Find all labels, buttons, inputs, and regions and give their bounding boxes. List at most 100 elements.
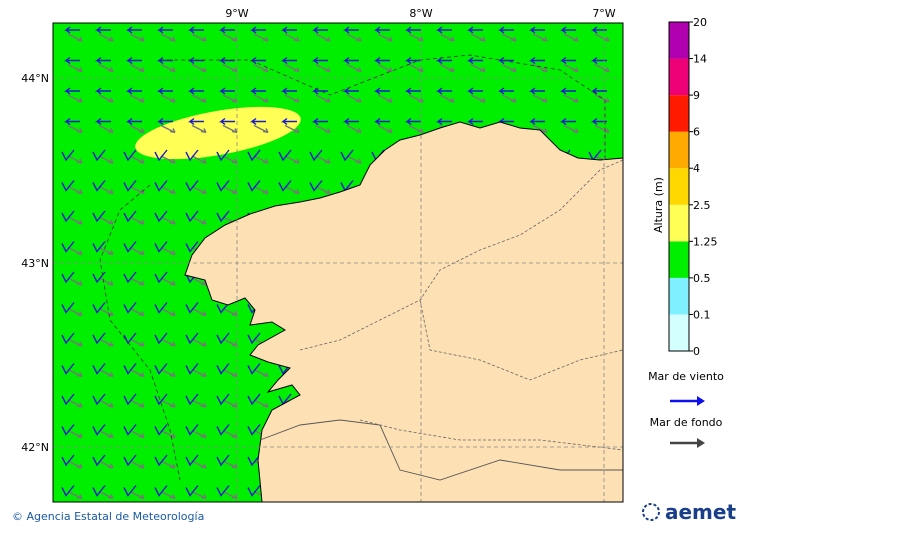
- wind-arrow: [92, 149, 106, 162]
- wind-arrow: [154, 332, 168, 345]
- swell-arrow: [160, 490, 176, 500]
- wind-arrow: [63, 87, 80, 95]
- swell-arrow: [470, 33, 486, 42]
- wind-arrow: [435, 26, 452, 34]
- swell-arrow: [470, 63, 486, 73]
- wind-arrow: [590, 56, 607, 65]
- wind-arrow: [154, 241, 168, 253]
- wind-arrow: [123, 424, 137, 436]
- wind-arrow: [125, 56, 142, 65]
- wind-arrow: [94, 56, 111, 65]
- swell-arrow: [191, 429, 207, 439]
- swell-arrow: [532, 33, 548, 42]
- legend-wind-sea: Mar de viento: [648, 370, 724, 383]
- wind-arrow: [216, 302, 230, 314]
- map-frame: [52, 22, 624, 503]
- swell-arrow: [191, 490, 207, 500]
- wind-arrow: [404, 56, 421, 65]
- border: [259, 419, 623, 481]
- wind-arrow: [92, 485, 106, 497]
- wind-arrow: [528, 117, 545, 126]
- swell-arrow: [67, 277, 83, 286]
- swell-arrow: [377, 33, 393, 42]
- swell-arrow: [67, 490, 83, 500]
- swell-arrow: [67, 216, 83, 225]
- swell-arrow: [129, 33, 145, 42]
- colorbar-segment: [669, 58, 689, 96]
- swell-arrow: [67, 155, 83, 164]
- swell-arrow: [253, 368, 269, 378]
- swell-arrow: [284, 33, 300, 42]
- wind-arrow: [373, 56, 390, 65]
- swell-arrow: [501, 63, 517, 73]
- wind-arrow: [435, 56, 452, 65]
- wind-arrow: [528, 56, 545, 65]
- swell-arrow: [160, 63, 176, 73]
- wind-arrow: [247, 454, 261, 467]
- wind-arrow: [94, 26, 111, 34]
- wind-arrow: [311, 56, 328, 65]
- swell-arrow: [346, 155, 362, 164]
- wind-arrow: [590, 87, 607, 95]
- colorbar-segment: [669, 277, 689, 315]
- swell-arrow: [67, 307, 83, 317]
- swell-arrow: [129, 155, 145, 164]
- wind-arrow: [154, 363, 168, 375]
- swell-arrow: [563, 33, 579, 42]
- wind-arrow: [528, 26, 545, 34]
- swell-arrow: [67, 33, 83, 42]
- wind-arrow: [154, 424, 168, 436]
- land: [184, 121, 623, 502]
- swell-arrow: [67, 124, 83, 134]
- wind-arrow: [61, 241, 75, 253]
- wind-arrow: [125, 117, 142, 126]
- wind-arrow: [342, 87, 359, 95]
- swell-arrow: [253, 399, 269, 408]
- wind-arrow: [311, 117, 328, 126]
- swell-arrow: [222, 399, 238, 408]
- legend-swell-arrowhead: [697, 438, 705, 448]
- swell-arrow: [377, 124, 393, 134]
- wind-arrow: [123, 241, 137, 253]
- wind-arrow: [61, 485, 75, 497]
- wind-arrow: [435, 117, 452, 126]
- wind-arrow: [123, 302, 137, 314]
- colorbar-label: 9: [693, 89, 700, 102]
- swell-arrow: [67, 429, 83, 439]
- swell-arrow: [594, 124, 610, 134]
- swell-arrow: [315, 33, 331, 42]
- wind-arrow: [466, 87, 483, 95]
- swell-arrow: [191, 185, 207, 195]
- wind-arrow: [185, 454, 199, 467]
- colorbar-title: Altura (m): [652, 177, 665, 233]
- wind-arrow: [92, 454, 106, 467]
- swell-arrow: [160, 429, 176, 439]
- wind-arrow: [216, 210, 230, 223]
- swell-arrow: [284, 124, 300, 134]
- swell-arrow: [67, 94, 83, 103]
- wind-arrow: [61, 302, 75, 314]
- wind-arrow: [559, 87, 576, 95]
- swell-arrow: [222, 63, 238, 73]
- wind-arrow: [216, 180, 230, 192]
- wind-arrow: [216, 485, 230, 497]
- lon-label: 7°W: [592, 7, 615, 20]
- swell-arrow: [501, 94, 517, 103]
- swell-arrow: [439, 94, 455, 103]
- wind-arrow: [373, 26, 390, 34]
- swell-arrow: [284, 155, 300, 164]
- wind-arrow: [280, 117, 297, 126]
- wind-arrow: [466, 56, 483, 65]
- wind-arrow: [154, 271, 168, 284]
- colorbar: 0 0.1 0.5 1.25 2.5 4 6 9 14 20: [668, 16, 718, 358]
- wind-arrow: [154, 393, 168, 406]
- swell-arrow: [98, 460, 114, 469]
- lat-label: 44°N: [21, 72, 49, 85]
- swell-arrow: [98, 155, 114, 164]
- swell-arrow: [346, 124, 362, 134]
- wind-arrow: [559, 56, 576, 65]
- map-area: [53, 23, 623, 502]
- wind-arrow: [185, 393, 199, 406]
- wind-arrow: [497, 87, 514, 95]
